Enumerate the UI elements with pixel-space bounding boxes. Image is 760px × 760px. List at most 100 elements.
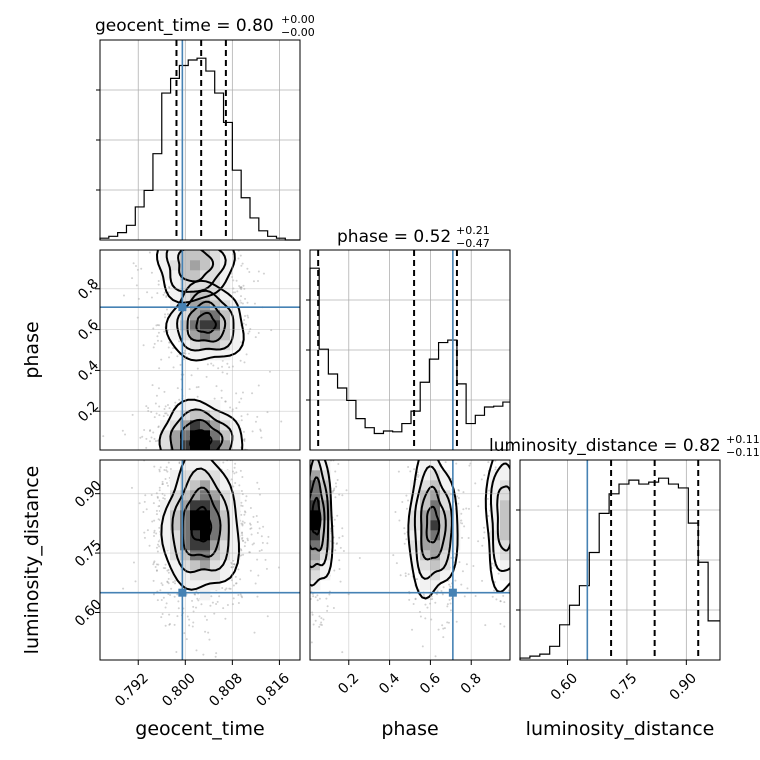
- scatter-point: [164, 246, 166, 248]
- scatter-point: [245, 353, 248, 356]
- scatter-point: [194, 455, 196, 457]
- scatter-point: [241, 262, 244, 265]
- scatter-point: [245, 244, 247, 246]
- scatter-point: [157, 426, 160, 429]
- scatter-point: [161, 483, 164, 486]
- scatter-point: [239, 548, 242, 551]
- scatter-point: [457, 502, 460, 505]
- density-cell: [500, 460, 510, 471]
- title-geocent-time-sub: −0.00: [281, 26, 315, 39]
- scatter-point: [213, 397, 216, 400]
- scatter-point: [268, 370, 271, 373]
- scatter-point: [168, 407, 171, 410]
- scatter-point: [257, 280, 260, 283]
- scatter-point: [152, 561, 155, 564]
- scatter-point: [510, 541, 512, 543]
- scatter-point: [196, 367, 199, 370]
- scatter-point: [224, 617, 227, 620]
- scatter-point: [307, 479, 309, 481]
- scatter-point: [243, 510, 246, 513]
- density-cell: [310, 540, 321, 551]
- scatter-point: [205, 618, 208, 621]
- scatter-point: [210, 458, 212, 460]
- scatter-point: [307, 581, 309, 583]
- ytick-label-phase-2: 0.6: [75, 317, 102, 344]
- density-cell: [430, 520, 441, 531]
- scatter-point: [254, 453, 256, 455]
- scatter-point: [304, 546, 306, 548]
- scatter-point: [411, 628, 414, 631]
- scatter-point: [167, 582, 170, 585]
- scatter-point: [207, 451, 209, 453]
- scatter-point: [122, 294, 125, 297]
- scatter-point: [160, 582, 163, 585]
- density-cell: [310, 480, 321, 491]
- density-cell: [420, 580, 431, 591]
- scatter-point: [213, 451, 215, 453]
- title-luminosity-distance-text: luminosity_distance = 0.82: [489, 436, 721, 456]
- scatter-point: [156, 335, 159, 338]
- scatter-point: [513, 581, 515, 583]
- density-cell: [230, 550, 241, 561]
- scatter-point: [151, 384, 154, 387]
- scatter-point: [183, 632, 186, 635]
- scatter-point: [190, 374, 193, 377]
- scatter-point: [312, 595, 315, 598]
- scatter-point: [143, 531, 146, 534]
- scatter-point: [138, 502, 141, 505]
- density-cell: [210, 550, 221, 561]
- scatter-point: [264, 558, 267, 561]
- xtick-label-phase-2: 0.6: [417, 670, 444, 697]
- scatter-point: [252, 280, 255, 283]
- scatter-point: [144, 494, 147, 497]
- scatter-point: [233, 241, 235, 243]
- scatter-point: [307, 522, 309, 524]
- scatter-point: [446, 603, 449, 606]
- scatter-point: [226, 454, 228, 456]
- scatter-point: [221, 244, 223, 246]
- scatter-point: [202, 653, 205, 656]
- scatter-point: [301, 484, 303, 486]
- scatter-point: [239, 254, 242, 257]
- scatter-point: [517, 496, 519, 498]
- scatter-point: [198, 454, 200, 456]
- scatter-point: [165, 602, 168, 605]
- density-cell: [210, 330, 221, 341]
- scatter-point: [163, 330, 166, 333]
- x-axis-label-luminosity-distance: luminosity_distance: [526, 718, 715, 740]
- scatter-point: [303, 503, 305, 505]
- scatter-point: [299, 451, 301, 453]
- scatter-point: [246, 267, 249, 270]
- title-phase-text: phase = 0.52: [337, 227, 451, 247]
- scatter-point: [155, 513, 158, 516]
- scatter-point: [217, 454, 219, 456]
- scatter-point: [160, 616, 163, 619]
- contour-geocent-time-phase-0-0: [195, 311, 217, 334]
- scatter-point: [450, 556, 453, 559]
- scatter-point: [174, 579, 177, 582]
- scatter-point: [143, 500, 146, 503]
- scatter-point: [339, 456, 341, 458]
- scatter-point: [155, 569, 158, 572]
- scatter-point: [241, 505, 244, 508]
- scatter-point: [194, 593, 197, 596]
- scatter-point: [163, 497, 166, 500]
- scatter-point: [239, 295, 242, 298]
- scatter-point: [306, 474, 308, 476]
- scatter-point: [256, 521, 259, 524]
- scatter-point: [249, 569, 252, 572]
- scatter-point: [195, 589, 198, 592]
- scatter-point: [153, 437, 156, 440]
- scatter-point: [150, 296, 153, 299]
- scatter-point: [164, 313, 167, 316]
- scatter-point: [244, 314, 247, 317]
- scatter-point: [148, 429, 151, 432]
- density-cell: [170, 520, 181, 531]
- scatter-point: [512, 512, 514, 514]
- scatter-point: [308, 501, 310, 503]
- density-cell: [210, 400, 221, 411]
- scatter-point: [338, 568, 341, 571]
- scatter-point: [407, 573, 410, 576]
- scatter-point: [182, 246, 184, 248]
- scatter-point: [486, 453, 488, 455]
